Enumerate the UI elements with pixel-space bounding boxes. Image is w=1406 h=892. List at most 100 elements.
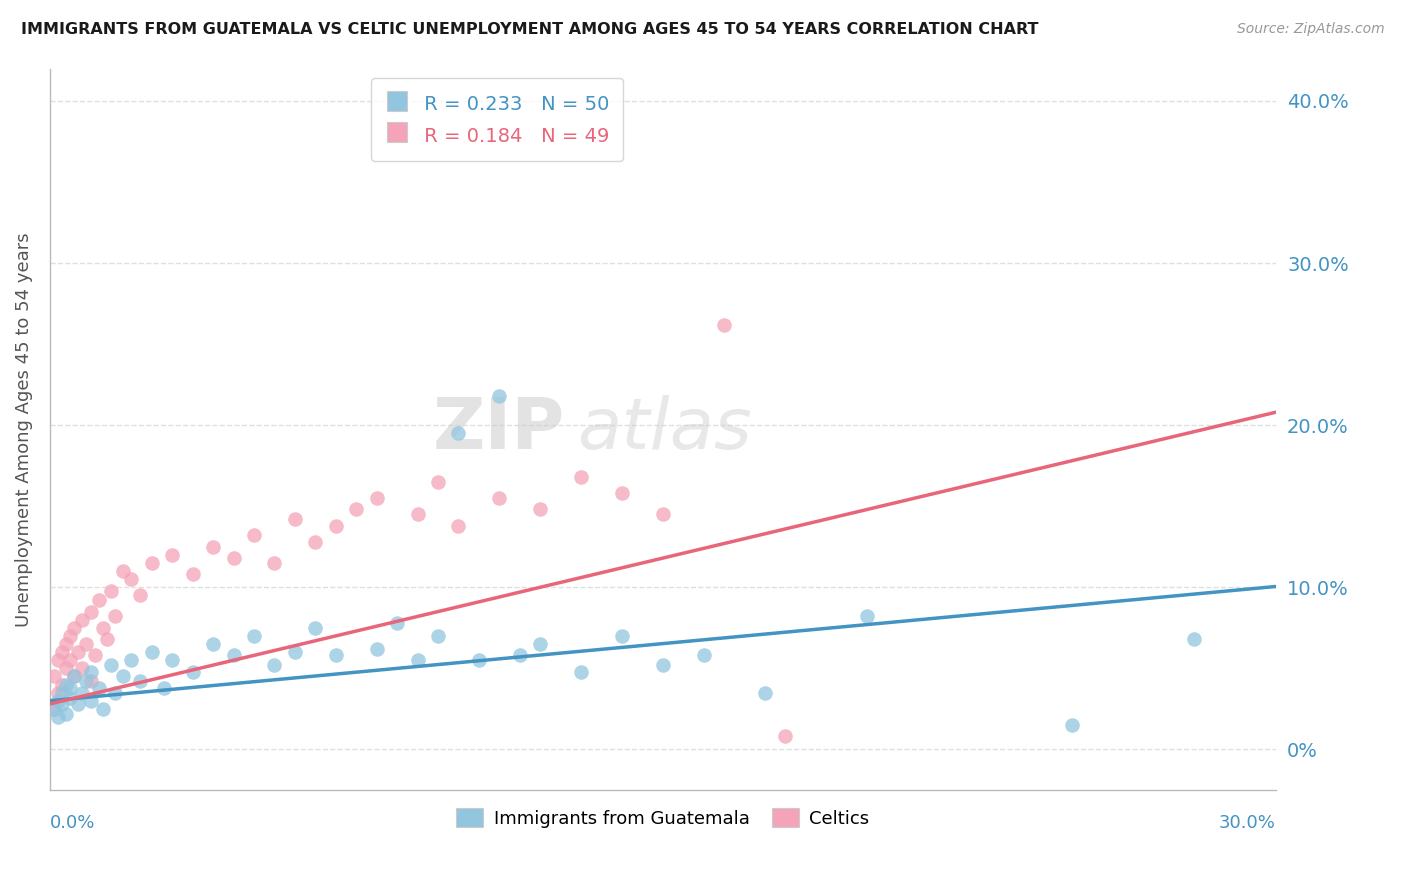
Point [46,710,69,724]
Point [91,621,114,635]
Point [529,502,551,516]
Point [87,681,110,695]
Point [55,677,77,691]
Point [141,645,163,659]
Point [63,621,86,635]
Point [284,512,307,526]
Point [46,653,69,667]
Point [153,681,176,695]
Point [112,564,135,578]
Point [427,629,450,643]
Text: Source: ZipAtlas.com: Source: ZipAtlas.com [1237,22,1385,37]
Point [447,518,470,533]
Point [856,609,879,624]
Point [243,528,266,542]
Point [79,605,101,619]
Point [55,637,77,651]
Point [569,665,592,679]
Point [59,629,82,643]
Text: atlas: atlas [576,395,752,464]
Point [72,661,94,675]
Point [42,702,65,716]
Point [59,690,82,705]
Point [59,653,82,667]
Point [104,609,127,624]
Point [651,658,673,673]
Point [59,681,82,695]
Text: ZIP: ZIP [433,395,565,464]
Point [488,491,510,505]
Point [96,632,118,647]
Point [104,686,127,700]
Point [754,686,776,700]
Point [67,697,90,711]
Point [112,669,135,683]
Point [83,648,105,663]
Point [222,648,245,663]
Point [63,669,86,683]
Point [75,674,97,689]
Point [42,669,65,683]
Point [128,588,150,602]
Point [427,475,450,489]
Point [72,613,94,627]
Point [304,621,326,635]
Point [222,551,245,566]
Point [79,665,101,679]
Point [181,567,204,582]
Point [67,645,90,659]
Y-axis label: Unemployment Among Ages 45 to 54 years: Unemployment Among Ages 45 to 54 years [15,232,32,626]
Point [72,686,94,700]
Point [120,653,142,667]
Point [51,645,73,659]
Point [651,508,673,522]
Point [344,502,367,516]
Point [128,674,150,689]
Point [284,645,307,659]
Point [325,518,347,533]
Point [713,318,735,332]
Point [202,540,225,554]
Text: IMMIGRANTS FROM GUATEMALA VS CELTIC UNEMPLOYMENT AMONG AGES 45 TO 54 YEARS CORRE: IMMIGRANTS FROM GUATEMALA VS CELTIC UNEM… [21,22,1039,37]
Point [447,426,470,441]
Point [529,637,551,651]
Point [488,389,510,403]
Point [509,648,531,663]
Point [569,470,592,484]
Text: 30.0%: 30.0% [1219,814,1277,832]
Text: 0.0%: 0.0% [49,814,96,832]
Point [46,686,69,700]
Point [79,674,101,689]
Point [75,637,97,651]
Point [304,534,326,549]
Point [181,665,204,679]
Point [610,629,633,643]
Point [120,572,142,586]
Point [79,694,101,708]
Point [100,583,122,598]
Point [51,686,73,700]
Point [51,697,73,711]
Point [325,648,347,663]
Point [1182,632,1205,647]
Point [692,648,714,663]
Point [775,730,797,744]
Point [63,669,86,683]
Point [100,658,122,673]
Point [406,653,429,667]
Point [263,556,285,570]
Point [55,706,77,721]
Point [263,658,285,673]
Point [366,641,388,656]
Point [87,593,110,607]
Point [141,556,163,570]
Point [468,653,491,667]
Point [1060,718,1083,732]
Point [162,548,184,562]
Point [366,491,388,505]
Point [406,508,429,522]
Point [91,702,114,716]
Point [42,702,65,716]
Legend: Immigrants from Guatemala, Celtics: Immigrants from Guatemala, Celtics [449,801,877,835]
Point [610,486,633,500]
